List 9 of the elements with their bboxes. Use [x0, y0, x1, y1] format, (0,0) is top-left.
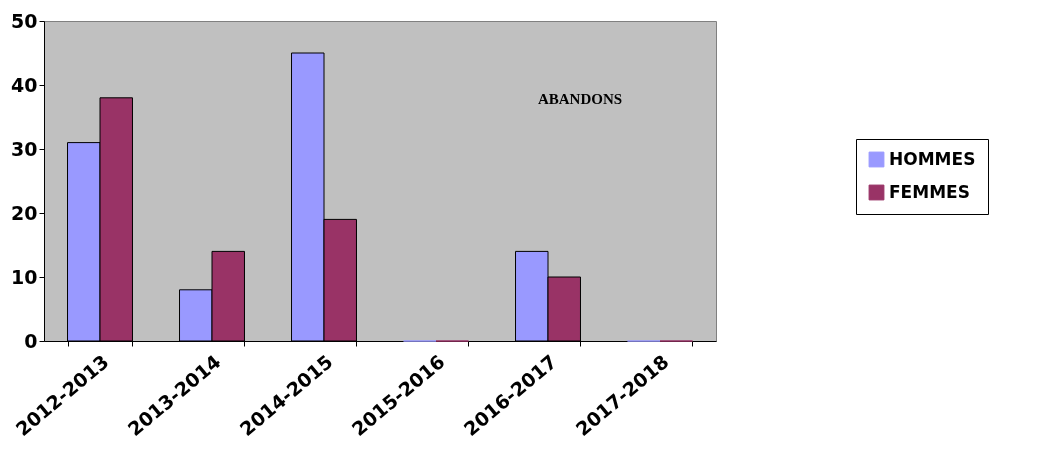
y-tick-label: 40: [11, 73, 38, 96]
y-tick-label: 50: [11, 9, 38, 32]
y-tick-label: 0: [24, 329, 38, 352]
legend-label: FEMMES: [889, 181, 970, 202]
y-tick-label: 10: [11, 265, 38, 288]
legend-label: HOMMES: [889, 148, 976, 169]
y-tick-label: 20: [11, 201, 38, 224]
y-tick-label: 30: [11, 137, 38, 160]
text: ABANDONS: [537, 91, 623, 107]
